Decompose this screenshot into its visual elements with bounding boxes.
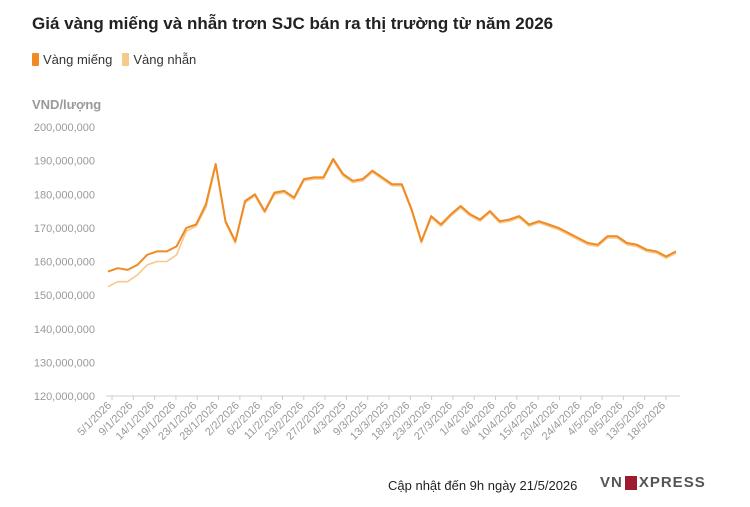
legend: Vàng miếng Vàng nhẫn: [32, 52, 196, 67]
y-tick-label: 180,000,000: [34, 189, 95, 201]
legend-label-vang-nhan: Vàng nhẫn: [133, 52, 197, 67]
y-tick-label: 120,000,000: [34, 391, 95, 403]
legend-item-vang-nhan[interactable]: Vàng nhẫn: [122, 52, 196, 67]
y-tick-label: 170,000,000: [34, 223, 95, 235]
y-tick-label: 140,000,000: [34, 324, 95, 336]
logo-text-left: VN: [600, 474, 623, 491]
update-note: Cập nhật đến 9h ngày 21/5/2026: [388, 478, 578, 493]
series-line-vang-nhan: [107, 159, 677, 288]
legend-swatch-vang-nhan: [122, 53, 130, 66]
y-tick-label: 150,000,000: [34, 290, 95, 302]
y-tick-label: 130,000,000: [34, 357, 95, 369]
legend-label-vang-mieng: Vàng miếng: [43, 52, 113, 67]
y-tick-label: 160,000,000: [34, 257, 95, 269]
chart-title: Giá vàng miếng và nhẫn trơn SJC bán ra t…: [32, 14, 554, 33]
y-tick-label: 190,000,000: [34, 156, 95, 168]
series-line-vang-mieng: [107, 157, 677, 273]
vnexpress-logo: VN XPRESS: [600, 474, 706, 491]
y-axis-label: VND/lượng: [32, 97, 101, 112]
y-tick-label: 200,000,000: [34, 122, 95, 134]
legend-item-vang-mieng[interactable]: Vàng miếng: [32, 52, 112, 67]
logo-mark: [624, 475, 637, 490]
logo-text-right: XPRESS: [638, 474, 706, 491]
line-chart: VND/lượng 120,000,000 130,000,000 140,000,0…: [32, 97, 680, 443]
legend-swatch-vang-mieng: [32, 53, 39, 66]
